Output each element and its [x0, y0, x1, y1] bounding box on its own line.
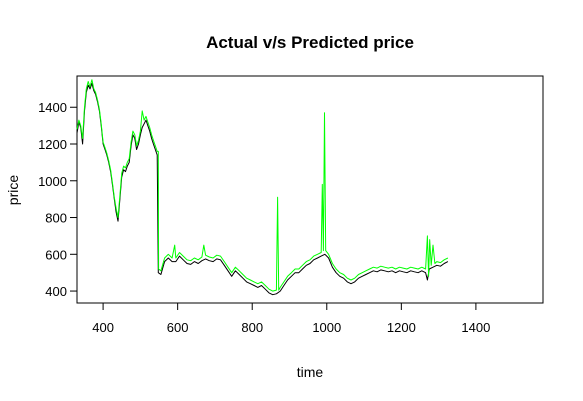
- x-tick-label: 800: [241, 320, 263, 335]
- y-tick-label: 1000: [38, 174, 67, 189]
- x-tick-label: 1200: [387, 320, 416, 335]
- y-axis-label: price: [5, 175, 21, 206]
- y-tick-label: 1200: [38, 137, 67, 152]
- y-axis: 400 600 800 1000 1200 1400: [38, 100, 77, 299]
- x-tick-label: 1400: [461, 320, 490, 335]
- x-tick-label: 1000: [312, 320, 341, 335]
- x-axis: 400 600 800 1000 1200 1400: [92, 303, 490, 335]
- x-axis-label: time: [297, 364, 324, 380]
- y-tick-label: 400: [45, 284, 67, 299]
- series-layer: [76, 79, 449, 296]
- y-tick-label: 800: [45, 211, 67, 226]
- y-tick-label: 600: [45, 247, 67, 262]
- series-line-green: [76, 79, 449, 292]
- series-line-black: [76, 82, 449, 296]
- chart-title: Actual v/s Predicted price: [206, 33, 414, 52]
- x-tick-label: 600: [167, 320, 189, 335]
- x-tick-label: 400: [92, 320, 114, 335]
- y-tick-label: 1400: [38, 100, 67, 115]
- plot-frame: [76, 75, 544, 304]
